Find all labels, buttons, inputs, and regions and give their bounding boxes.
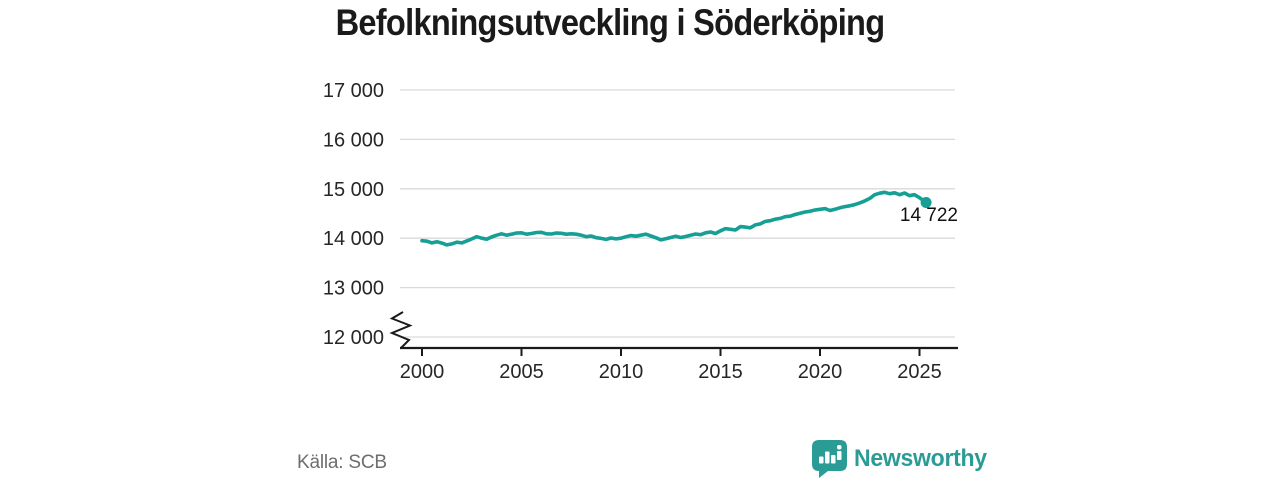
x-tick-label: 2015 bbox=[698, 361, 743, 383]
x-tick-label: 2000 bbox=[400, 361, 445, 383]
y-tick-label: 14 000 bbox=[323, 228, 384, 250]
x-tick-label: 2025 bbox=[897, 361, 942, 383]
x-tick-label: 2020 bbox=[798, 361, 843, 383]
y-tick-label: 16 000 bbox=[323, 129, 384, 151]
newsworthy-bubble-chart-icon bbox=[812, 440, 847, 478]
y-tick-label: 12 000 bbox=[323, 327, 384, 349]
x-tick-label: 2010 bbox=[599, 361, 644, 383]
y-tick-label: 15 000 bbox=[323, 179, 384, 201]
y-tick-label: 13 000 bbox=[323, 278, 384, 300]
latest-point-marker bbox=[920, 197, 932, 208]
chart-title: Befolkningsutveckling i Söderköping bbox=[335, 2, 886, 43]
x-tick-label: 2005 bbox=[499, 361, 544, 383]
newsworthy-logo: Newsworthy bbox=[812, 440, 992, 478]
population-line bbox=[420, 190, 928, 247]
source-caption: Källa: SCB bbox=[297, 452, 387, 473]
latest-value-label: 14 722 bbox=[900, 205, 958, 226]
y-axis-break-icon bbox=[389, 311, 413, 349]
y-tick-label: 17 000 bbox=[323, 80, 384, 102]
brand-wordmark: Newsworthy bbox=[854, 445, 987, 472]
